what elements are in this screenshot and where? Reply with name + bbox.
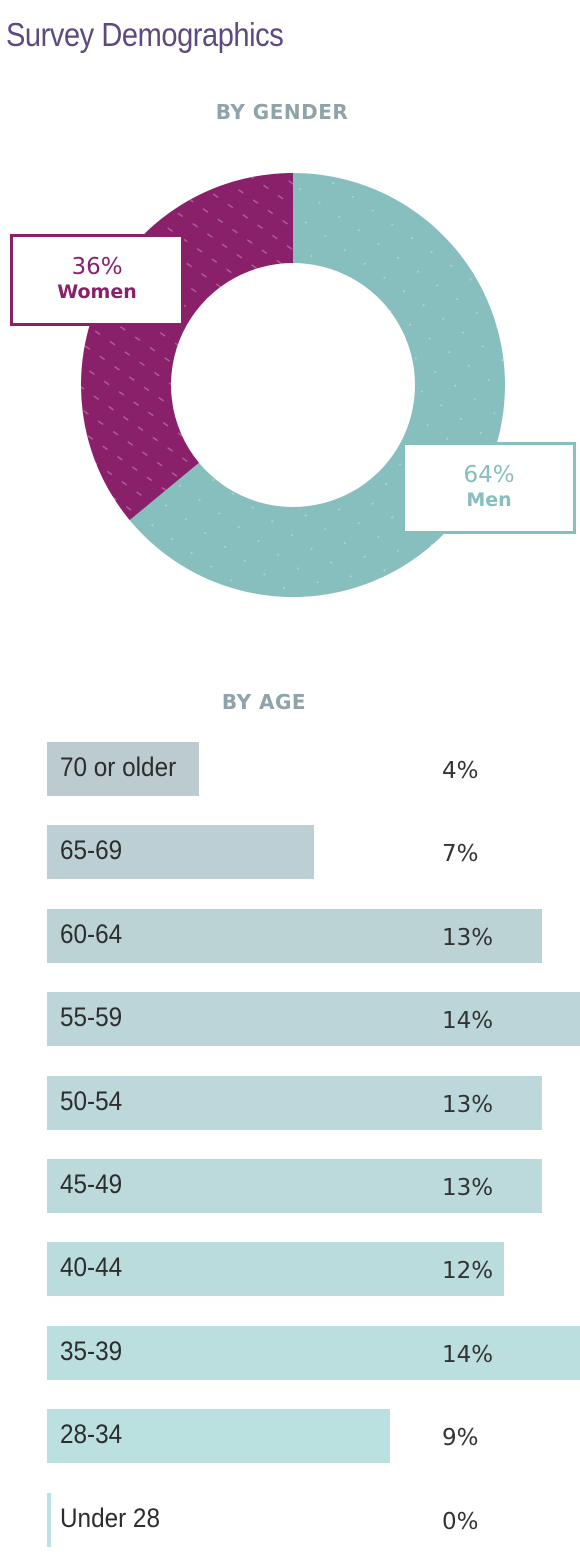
age-bar-row: 60-64 13% xyxy=(47,908,580,963)
age-bar xyxy=(47,992,580,1047)
age-bar-value: 9% xyxy=(442,1425,479,1452)
age-bar-value: 13% xyxy=(442,924,494,951)
age-bar-value: 0% xyxy=(442,1508,479,1535)
age-bar xyxy=(47,1075,542,1130)
age-bar-row: 50-54 13% xyxy=(47,1075,580,1130)
age-bar xyxy=(47,742,200,796)
age-bar-value: 7% xyxy=(442,841,479,868)
women-percent: 36% xyxy=(71,254,123,280)
men-percent: 64% xyxy=(463,462,515,488)
age-bar xyxy=(47,1492,51,1547)
age-bar-label: 35-39 xyxy=(60,1335,123,1366)
age-bar-label: 40-44 xyxy=(60,1252,123,1283)
age-bar-value: 14% xyxy=(442,1008,494,1035)
age-bar-label: 28-34 xyxy=(60,1419,123,1450)
age-bar-row: 65-69 7% xyxy=(47,825,580,880)
age-bar-row: 40-44 12% xyxy=(47,1242,580,1297)
gender-chart-title: BY GENDER xyxy=(215,100,349,124)
page-title: Survey Demographics xyxy=(6,16,284,53)
age-bar-value: 14% xyxy=(442,1341,494,1368)
age-bar-row: 55-59 14% xyxy=(47,992,580,1047)
age-chart-title: BY AGE xyxy=(221,690,307,714)
age-bar xyxy=(47,908,542,963)
age-bar-value: 13% xyxy=(442,1175,494,1201)
age-bar xyxy=(47,1409,390,1464)
age-bar-label: Under 28 xyxy=(60,1502,160,1533)
gender-donut-chart xyxy=(81,173,506,597)
age-bar-label: 45-49 xyxy=(60,1169,123,1199)
age-bar-value: 4% xyxy=(442,758,479,784)
age-bar-value: 13% xyxy=(442,1091,494,1118)
men-label: Men xyxy=(466,489,512,511)
donut-slice-women-texture xyxy=(81,173,294,521)
age-bar-row: 45-49 13% xyxy=(47,1159,580,1213)
women-label: Women xyxy=(57,281,137,303)
age-bar-label: 70 or older xyxy=(60,752,177,782)
men-callout: 64% Men xyxy=(402,442,576,534)
age-bar-row: 35-39 14% xyxy=(47,1325,580,1380)
women-callout: 36% Women xyxy=(10,234,184,326)
age-bar xyxy=(47,825,314,880)
age-bar-label: 65-69 xyxy=(60,835,123,866)
age-bar xyxy=(47,1242,504,1297)
age-bar xyxy=(47,1325,580,1380)
age-bar-label: 60-64 xyxy=(60,918,123,949)
age-bar xyxy=(47,1159,542,1213)
age-bar-label: 55-59 xyxy=(60,1002,123,1033)
age-bar-row: 70 or older 4% xyxy=(47,742,580,796)
age-bar-label: 50-54 xyxy=(60,1085,123,1116)
age-bar-value: 12% xyxy=(442,1258,494,1285)
age-bar-row: 28-34 9% xyxy=(47,1409,580,1464)
age-bar-row: Under 28 0% xyxy=(47,1492,580,1547)
